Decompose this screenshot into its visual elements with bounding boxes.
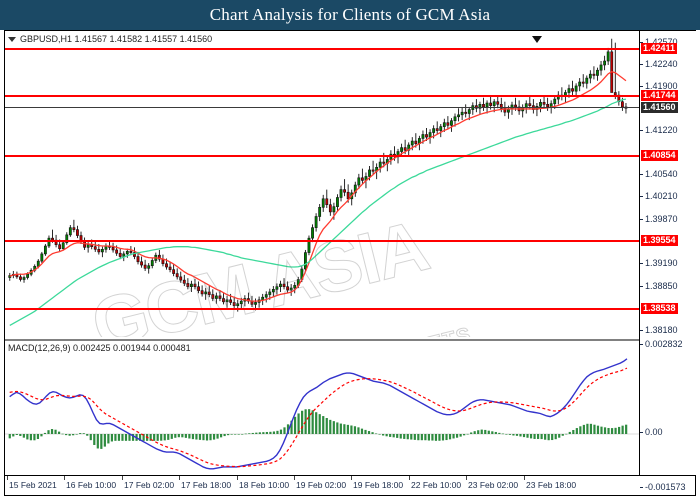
price-pane[interactable]: GCM ASIA GLOBAL CAPITAL MARKETS: [5, 31, 639, 337]
axis-tick-label: 1.42240: [640, 59, 678, 70]
time-axis-label: 17 Feb 02:00: [124, 480, 175, 490]
axis-tick-label: 0.00: [640, 427, 663, 438]
axis-tick-label: 1.41900: [640, 81, 678, 92]
time-axis-label: 16 Feb 10:00: [66, 480, 117, 490]
triangle-down-icon: [532, 36, 542, 43]
time-axis-label: 19 Feb 02:00: [296, 480, 347, 490]
time-axis-label: 17 Feb 18:00: [181, 480, 232, 490]
time-tick-mark: [351, 476, 352, 480]
symbol-label-text: GBPUSD,H1 1.41567 1.41582 1.41557 1.4156…: [20, 34, 213, 44]
axis-tick-label: 1.42570: [640, 37, 678, 48]
price-level-tag: 1.39554: [641, 235, 678, 246]
time-axis-label: 23 Feb 18:00: [526, 480, 577, 490]
time-axis-label: 19 Feb 18:00: [353, 480, 404, 490]
time-tick-mark: [64, 476, 65, 480]
support-3-line[interactable]: [5, 308, 639, 310]
time-tick-mark: [122, 476, 123, 480]
axis-tick-label: -0.001573: [640, 482, 686, 493]
support-1-line[interactable]: [5, 155, 639, 157]
time-axis-label: 22 Feb 10:00: [411, 480, 462, 490]
price-axis[interactable]: 1.42570 1.42411 1.42240 1.41900 1.41744 1.415…: [639, 31, 696, 492]
macd-pane[interactable]: MACD(12,26,9) 0.002425 0.001944 0.000481: [5, 339, 639, 477]
page-title: Chart Analysis for Clients of GCM Asia: [209, 5, 491, 24]
time-tick-mark: [294, 476, 295, 480]
macd-indicator-label: MACD(12,26,9) 0.002425 0.001944 0.000481: [8, 343, 191, 353]
header-bar: Chart Analysis for Clients of GCM Asia: [0, 0, 700, 30]
chevron-down-icon[interactable]: [8, 36, 16, 42]
support-2-line[interactable]: [5, 240, 639, 242]
time-tick-mark: [237, 476, 238, 480]
time-axis-label: 18 Feb 10:00: [239, 480, 290, 490]
axis-tick-label: 1.41220: [640, 125, 678, 136]
axis-tick-label: 1.38180: [640, 325, 678, 336]
chart-frame: GCM ASIA GLOBAL CAPITAL MARKETS GBPUSD,H…: [4, 30, 696, 496]
current-price-line[interactable]: [5, 107, 639, 108]
time-tick-mark: [7, 476, 8, 480]
axis-tick-label: 1.38850: [640, 281, 678, 292]
macd-series: [5, 358, 639, 470]
time-tick-mark: [524, 476, 525, 480]
price-level-tag: 1.40854: [641, 150, 678, 161]
axis-tick-label: 1.40540: [640, 169, 678, 180]
time-axis-label: 15 Feb 2021: [9, 480, 57, 490]
resistance-1-line[interactable]: [5, 48, 639, 50]
resistance-2-line[interactable]: [5, 95, 639, 97]
axis-tick-label: 0.002832: [640, 339, 683, 350]
time-tick-mark: [409, 476, 410, 480]
time-axis-label: 23 Feb 02:00: [468, 480, 519, 490]
price-level-tag: 1.41744: [641, 90, 678, 101]
symbol-label[interactable]: GBPUSD,H1 1.41567 1.41582 1.41557 1.4156…: [8, 33, 212, 45]
axis-tick-label: 1.39190: [640, 258, 678, 269]
price-level-tag: 1.42411: [641, 43, 678, 54]
time-axis: 15 Feb 2021 16 Feb 10:00 17 Feb 02:00 17 Fe…: [5, 475, 695, 496]
current-price-tag: 1.41560: [641, 102, 678, 113]
axis-tick-label: 1.40210: [640, 191, 678, 202]
candlestick-series: [8, 38, 628, 326]
axis-tick-label: 1.39870: [640, 214, 678, 225]
time-tick-mark: [466, 476, 467, 480]
time-tick-mark: [179, 476, 180, 480]
price-level-tag: 1.38538: [641, 303, 678, 314]
